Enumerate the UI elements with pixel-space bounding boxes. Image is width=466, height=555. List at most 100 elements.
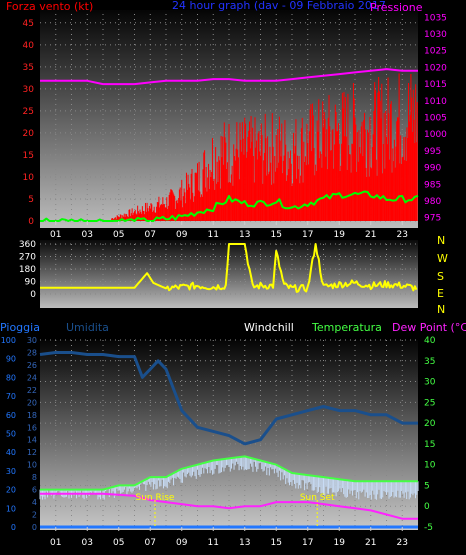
y-tick-label-direction: 360 [19, 240, 36, 250]
y-tick-label-wind: 0 [28, 217, 34, 227]
y-tick-label-wind: 35 [23, 63, 34, 73]
sun-marker-label: Sun Set [300, 493, 335, 503]
x-tick-label: 15 [271, 230, 282, 240]
legend-rain: Pioggia [0, 321, 40, 334]
y-tick-label-pressure: 985 [424, 180, 441, 190]
y-tick-label-rain: 50 [6, 430, 16, 439]
y-tick-label-wind: 25 [23, 107, 34, 117]
direction-compass-label: S [437, 270, 444, 283]
y-tick-label-temperature: 40 [424, 336, 436, 346]
x-tick-label: 21 [365, 538, 376, 548]
temperature-line [40, 455, 418, 491]
y-tick-label-humidity: 14 [27, 436, 37, 445]
x-tick-label: 11 [208, 538, 219, 548]
y-tick-label-humidity: 24 [27, 373, 37, 382]
wind-axis-label: Forza vento (kt) [6, 0, 93, 13]
y-tick-label-humidity: 26 [27, 361, 37, 370]
y-tick-label-temperature: 5 [424, 481, 430, 491]
x-tick-label: 13 [239, 230, 250, 240]
y-tick-label-temperature: 30 [424, 378, 436, 388]
x-tick-label: 23 [397, 230, 408, 240]
pressure-axis-label: Pressione [370, 1, 423, 14]
x-tick-label: 05 [113, 230, 124, 240]
y-tick-label-direction: 0 [30, 290, 36, 300]
x-tick-label: 07 [145, 538, 156, 548]
x-tick-label: 15 [271, 538, 282, 548]
y-tick-label-rain: 20 [6, 486, 16, 495]
x-tick-label: 09 [176, 230, 188, 240]
y-tick-label-pressure: 1000 [424, 130, 447, 140]
x-tick-label: 03 [82, 538, 93, 548]
y-tick-label-humidity: 2 [32, 511, 37, 520]
y-tick-label-humidity: 10 [27, 461, 37, 470]
y-tick-label-rain: 100 [1, 336, 16, 345]
y-tick-label-humidity: 22 [27, 386, 37, 395]
y-tick-label-wind: 15 [23, 151, 34, 161]
y-tick-label-rain: 10 [6, 504, 16, 513]
y-tick-label-pressure: 1005 [424, 114, 447, 124]
x-tick-label: 13 [239, 538, 250, 548]
x-tick-label: 17 [302, 538, 313, 548]
dewpoint-line [40, 492, 418, 520]
x-tick-label: 07 [145, 230, 156, 240]
legend-windchill: Windchill [244, 321, 294, 334]
y-tick-label-humidity: 30 [27, 336, 37, 345]
chart-title: 24 hour graph (dav - 09 Febbraio 2017 [172, 0, 386, 12]
y-tick-label-rain: 80 [6, 373, 16, 382]
sun-marker-label: Sun Rise [135, 493, 174, 503]
y-tick-label-pressure: 990 [424, 164, 441, 174]
x-tick-label: 03 [82, 230, 93, 240]
y-tick-label-humidity: 4 [32, 498, 37, 507]
y-tick-label-humidity: 20 [27, 398, 37, 407]
y-tick-label-temperature: 10 [424, 461, 436, 471]
direction-compass-label: N [437, 303, 445, 316]
legend-temperature: Temperatura [311, 321, 382, 334]
y-tick-label-humidity: 16 [27, 423, 37, 432]
direction-compass-label: W [437, 252, 448, 265]
y-tick-label-rain: 30 [6, 467, 16, 476]
x-tick-label: 21 [365, 230, 376, 240]
y-tick-label-humidity: 0 [32, 523, 37, 532]
y-tick-label-temperature: 15 [424, 440, 435, 450]
y-tick-label-pressure: 995 [424, 147, 441, 157]
y-tick-label-pressure: 1030 [424, 30, 447, 40]
x-tick-label: 05 [113, 538, 124, 548]
wind-direction-line [40, 243, 418, 293]
y-tick-label-rain: 0 [11, 523, 16, 532]
legend-humidity: Umidita [66, 321, 109, 334]
y-tick-label-temperature: 0 [424, 502, 430, 512]
y-tick-label-direction: 90 [25, 278, 37, 288]
y-tick-label-humidity: 28 [27, 348, 37, 357]
y-tick-label-pressure: 1020 [424, 63, 447, 73]
y-tick-label-wind: 20 [23, 129, 35, 139]
humidity-line [39, 351, 418, 446]
y-tick-label-pressure: 1035 [424, 13, 447, 23]
y-tick-label-direction: 270 [19, 253, 36, 263]
y-tick-label-pressure: 975 [424, 214, 441, 224]
y-tick-label-wind: 30 [23, 85, 35, 95]
wind-avg-line [40, 190, 419, 222]
legend-dewpoint: Dew Point (°C) [392, 321, 466, 334]
x-tick-label: 09 [176, 538, 188, 548]
y-tick-label-wind: 45 [23, 19, 34, 29]
y-tick-label-pressure: 1015 [424, 80, 447, 90]
y-tick-label-temperature: 20 [424, 419, 436, 429]
x-tick-label: 01 [50, 538, 61, 548]
y-tick-label-humidity: 8 [32, 473, 37, 482]
y-tick-label-pressure: 1010 [424, 97, 447, 107]
y-tick-label-humidity: 12 [27, 448, 37, 457]
y-tick-label-temperature: -5 [424, 523, 433, 533]
y-tick-label-wind: 5 [28, 195, 34, 205]
direction-compass-label: E [437, 287, 444, 300]
x-tick-label: 19 [334, 538, 346, 548]
y-tick-label-humidity: 6 [32, 486, 37, 495]
y-tick-label-direction: 180 [19, 265, 36, 275]
y-tick-label-rain: 40 [6, 448, 16, 457]
y-tick-label-wind: 40 [23, 41, 35, 51]
x-tick-label: 17 [302, 230, 313, 240]
y-tick-label-pressure: 980 [424, 197, 441, 207]
x-tick-label: 23 [397, 538, 408, 548]
pressure-line [40, 68, 418, 86]
x-tick-label: 01 [50, 230, 61, 240]
